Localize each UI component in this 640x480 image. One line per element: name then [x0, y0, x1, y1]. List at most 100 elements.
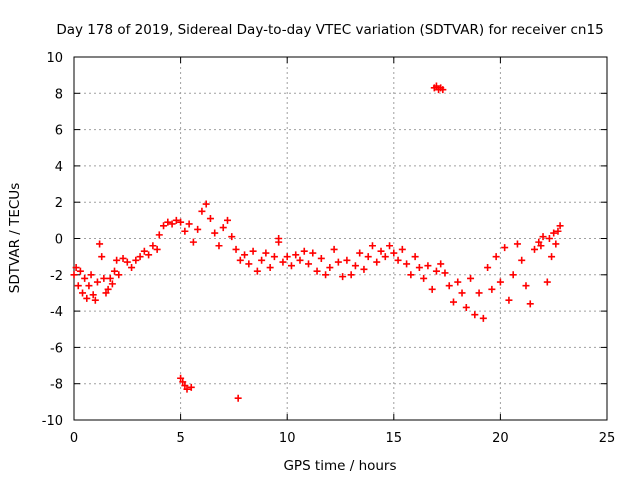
- data-point: [309, 249, 317, 257]
- data-point: [100, 274, 108, 282]
- x-tick-label: 10: [279, 431, 296, 446]
- data-point: [334, 258, 342, 266]
- data-point: [149, 242, 157, 250]
- data-point: [249, 247, 257, 255]
- data-point: [211, 229, 219, 237]
- data-point: [339, 273, 347, 281]
- data-point: [215, 242, 223, 250]
- data-point: [145, 251, 153, 259]
- data-point: [322, 271, 330, 279]
- data-point: [509, 271, 517, 279]
- data-point: [484, 264, 492, 272]
- data-point: [428, 285, 436, 293]
- data-point: [377, 247, 385, 255]
- data-point: [160, 222, 168, 230]
- data-point: [206, 215, 214, 223]
- y-tick-label: 8: [55, 87, 63, 102]
- data-point: [104, 285, 112, 293]
- data-point: [123, 258, 131, 266]
- data-point: [326, 264, 334, 272]
- data-point: [351, 262, 359, 270]
- data-point: [76, 267, 84, 275]
- data-point: [313, 267, 321, 275]
- data-point: [87, 271, 95, 279]
- data-point: [183, 385, 191, 393]
- data-point: [296, 256, 304, 264]
- data-point: [550, 229, 558, 237]
- chart-title: Day 178 of 2019, Sidereal Day-to-day VTE…: [56, 22, 603, 38]
- x-tick-label: 25: [599, 431, 616, 446]
- data-point: [432, 82, 440, 90]
- data-point: [556, 222, 564, 230]
- data-point: [415, 264, 423, 272]
- data-point: [89, 291, 97, 299]
- data-series-cn15: [70, 82, 564, 402]
- y-tick-label: 6: [55, 124, 63, 139]
- x-axis-label: GPS time / hours: [283, 458, 396, 474]
- y-tick-label: -6: [50, 341, 63, 356]
- data-point: [258, 256, 266, 264]
- data-point: [287, 262, 295, 270]
- data-point: [343, 256, 351, 264]
- data-point: [119, 254, 127, 262]
- data-point: [479, 314, 487, 322]
- data-point: [253, 267, 261, 275]
- data-point: [132, 256, 140, 264]
- data-point: [518, 256, 526, 264]
- data-point: [181, 382, 189, 390]
- x-tick-label: 20: [492, 431, 509, 446]
- data-point: [177, 218, 185, 226]
- data-point: [356, 249, 364, 257]
- data-point: [70, 271, 78, 279]
- data-point: [403, 260, 411, 268]
- y-tick-label: 0: [55, 233, 63, 248]
- data-point: [424, 262, 432, 270]
- data-point: [234, 394, 242, 402]
- data-point: [522, 282, 530, 290]
- data-point: [202, 200, 210, 208]
- data-point: [398, 245, 406, 253]
- data-point: [445, 282, 453, 290]
- data-point: [232, 245, 240, 253]
- data-point: [266, 264, 274, 272]
- gridlines: [74, 57, 607, 420]
- data-point: [432, 267, 440, 275]
- data-point: [330, 245, 338, 253]
- data-point: [106, 274, 114, 282]
- data-point: [262, 249, 270, 257]
- data-point: [496, 278, 504, 286]
- data-point: [317, 254, 325, 262]
- data-point: [407, 271, 415, 279]
- y-tick-label: 2: [55, 196, 63, 211]
- data-point: [475, 289, 483, 297]
- data-point: [115, 271, 123, 279]
- data-point: [179, 378, 187, 386]
- axis-ticks: [73, 56, 608, 421]
- data-point: [72, 264, 80, 272]
- data-point: [224, 216, 232, 224]
- data-point: [305, 260, 313, 268]
- data-point: [368, 242, 376, 250]
- data-point: [386, 242, 394, 250]
- y-tick-label: -10: [42, 414, 63, 429]
- y-tick-label: -2: [50, 269, 63, 284]
- data-point: [102, 289, 110, 297]
- data-point: [439, 86, 447, 94]
- data-point: [458, 289, 466, 297]
- data-point: [360, 265, 368, 273]
- data-point: [177, 374, 185, 382]
- data-point: [108, 280, 116, 288]
- data-point: [74, 282, 82, 290]
- data-point: [283, 253, 291, 261]
- data-point: [140, 247, 148, 255]
- data-point: [194, 225, 202, 233]
- data-point: [275, 235, 283, 242]
- data-point: [492, 253, 500, 261]
- x-tick-labels: 0 5 10 15 20 25: [70, 431, 615, 446]
- data-point: [85, 282, 93, 290]
- data-point: [488, 285, 496, 293]
- data-point: [270, 253, 278, 261]
- data-point: [128, 264, 136, 272]
